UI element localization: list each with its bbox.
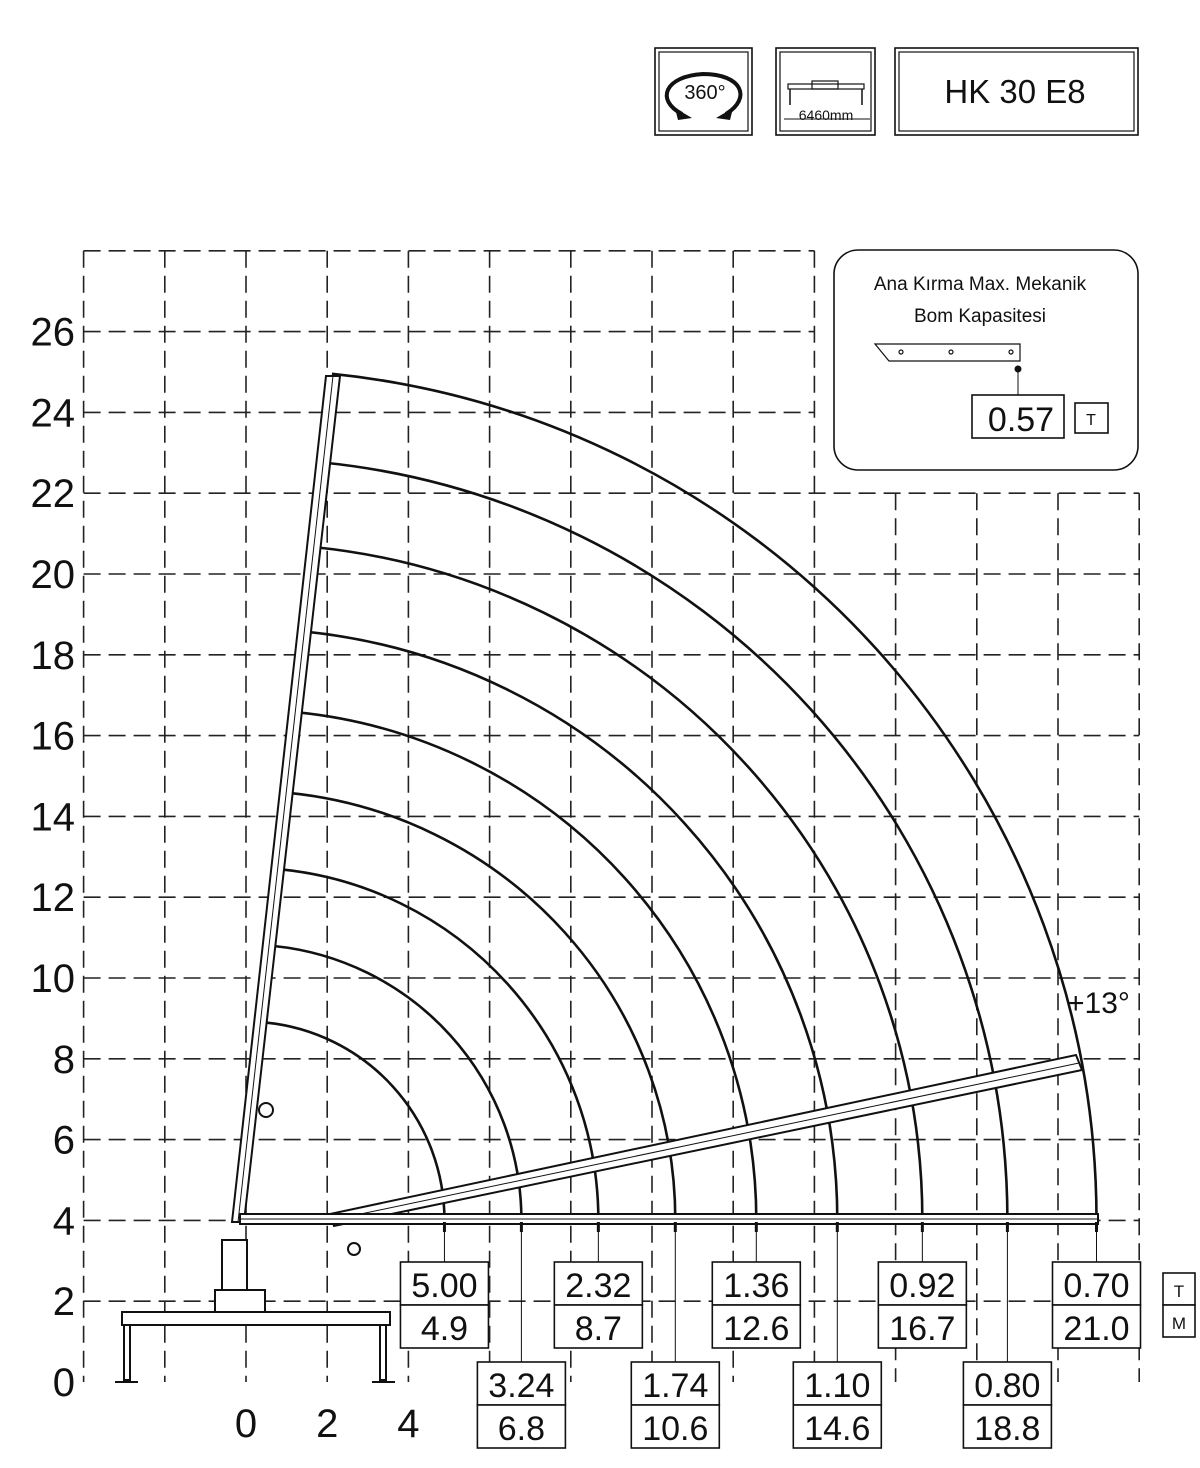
load-cell xyxy=(553,1261,644,1306)
radius-cell xyxy=(553,1304,644,1349)
load-point-label: 1.74 10.6 xyxy=(630,1222,721,1449)
reach-arc xyxy=(273,944,523,1221)
rotation-label: 360° xyxy=(684,82,725,104)
load-value: 1.36 xyxy=(723,1267,789,1305)
radius-cell xyxy=(962,1404,1053,1449)
radius-cell xyxy=(877,1304,968,1349)
load-cell xyxy=(711,1261,802,1306)
reach-arc xyxy=(281,868,600,1221)
load-cell xyxy=(476,1361,567,1406)
y-tick-label: 8 xyxy=(53,1038,75,1082)
outrigger-span-label: 6460mm xyxy=(799,107,853,123)
reach-arc xyxy=(297,711,758,1221)
y-tick-label: 12 xyxy=(31,876,76,920)
load-labels: 5.004.93.246.82.328.71.7410.61.3612.61.1… xyxy=(399,1222,1142,1449)
y-tick-label: 6 xyxy=(53,1119,75,1163)
radius-value: 10.6 xyxy=(642,1410,708,1448)
y-tick-label: 0 xyxy=(53,1361,75,1405)
load-point-label: 3.24 6.8 xyxy=(476,1222,567,1449)
load-point-label: 2.32 8.7 xyxy=(553,1222,644,1349)
load-value: 3.24 xyxy=(488,1367,554,1405)
boom-13-degree xyxy=(328,1053,1084,1228)
reach-arc xyxy=(322,461,1009,1221)
boom-horizontal xyxy=(239,1213,1099,1256)
load-cell xyxy=(792,1361,883,1406)
x-axis-labels: 0 2 4 xyxy=(235,1402,420,1446)
info-capacity-value: 0.57 xyxy=(988,401,1054,439)
info-title-line2: Bom Kapasitesi xyxy=(914,306,1046,327)
load-value: 1.10 xyxy=(804,1367,870,1405)
load-cell xyxy=(630,1361,721,1406)
main-boom-capacity-box: Ana Kırma Max. Mekanik Bom Kapasitesi 0.… xyxy=(833,249,1139,471)
radius-cell xyxy=(1051,1304,1142,1349)
load-value: 0.70 xyxy=(1063,1267,1129,1305)
boom-angle-label: +13° xyxy=(1067,987,1130,1020)
info-title-line1: Ana Kırma Max. Mekanik xyxy=(874,274,1087,295)
y-tick-label: 20 xyxy=(31,553,76,597)
y-tick-label: 18 xyxy=(31,634,76,678)
model-badge: HK 30 E8 xyxy=(894,47,1139,136)
y-tick-label: 10 xyxy=(31,957,76,1001)
x-tick-label: 0 xyxy=(235,1402,257,1446)
y-tick-label: 26 xyxy=(31,311,76,355)
radius-value: 6.8 xyxy=(498,1410,545,1448)
radius-cell xyxy=(711,1304,802,1349)
reach-arc xyxy=(305,630,839,1221)
reach-arc xyxy=(331,372,1098,1221)
radius-value: 21.0 xyxy=(1063,1310,1129,1348)
load-point-label: 0.70 21.0 xyxy=(1051,1222,1142,1349)
radius-value: 18.8 xyxy=(974,1410,1040,1448)
rotation-badge: 360° xyxy=(654,47,753,136)
rotation-arrows-icon xyxy=(664,71,743,120)
legend-load-unit: T xyxy=(1174,1282,1184,1301)
radius-value: 8.7 xyxy=(575,1310,622,1348)
reach-arc xyxy=(265,1021,446,1221)
load-value: 2.32 xyxy=(565,1267,631,1305)
load-value: 1.74 xyxy=(642,1367,708,1405)
legend-radius-unit: M xyxy=(1172,1314,1186,1333)
unit-legend: T M xyxy=(1162,1272,1196,1338)
info-capacity-unit: T xyxy=(1086,412,1096,429)
load-point-label: 0.80 18.8 xyxy=(962,1222,1053,1449)
load-cell xyxy=(877,1261,968,1306)
radius-value: 4.9 xyxy=(421,1310,468,1348)
radius-cell xyxy=(792,1404,883,1449)
reach-arc xyxy=(289,791,677,1221)
reach-arc xyxy=(314,545,924,1221)
truck-base xyxy=(115,1239,395,1383)
x-tick-label: 2 xyxy=(316,1402,338,1446)
radius-cell xyxy=(399,1304,490,1349)
y-tick-label: 4 xyxy=(53,1199,75,1243)
y-tick-label: 24 xyxy=(31,391,76,435)
load-point-label: 1.10 14.6 xyxy=(792,1222,883,1449)
y-tick-label: 2 xyxy=(53,1280,75,1324)
y-tick-label: 16 xyxy=(31,715,76,759)
load-value: 5.00 xyxy=(411,1267,477,1305)
y-tick-label: 22 xyxy=(31,472,76,516)
load-value: 0.92 xyxy=(889,1267,955,1305)
reach-arcs xyxy=(265,372,1098,1221)
x-tick-label: 4 xyxy=(397,1402,419,1446)
radius-value: 14.6 xyxy=(804,1410,870,1448)
load-point-label: 1.36 12.6 xyxy=(711,1222,802,1349)
model-name: HK 30 E8 xyxy=(944,73,1085,110)
grid xyxy=(82,250,1140,1382)
radius-cell xyxy=(476,1404,567,1449)
load-point-label: 5.00 4.9 xyxy=(399,1222,490,1349)
outrigger-span-badge: 6460mm xyxy=(775,47,876,136)
y-tick-label: 14 xyxy=(31,795,76,839)
radius-value: 16.7 xyxy=(889,1310,955,1348)
load-cell xyxy=(399,1261,490,1306)
boom-tip-icon xyxy=(873,343,1022,395)
load-value: 0.80 xyxy=(974,1367,1040,1405)
outrigger-icon xyxy=(784,80,870,120)
radius-cell xyxy=(630,1404,721,1449)
radius-value: 12.6 xyxy=(723,1310,789,1348)
load-point-label: 0.92 16.7 xyxy=(877,1222,968,1349)
